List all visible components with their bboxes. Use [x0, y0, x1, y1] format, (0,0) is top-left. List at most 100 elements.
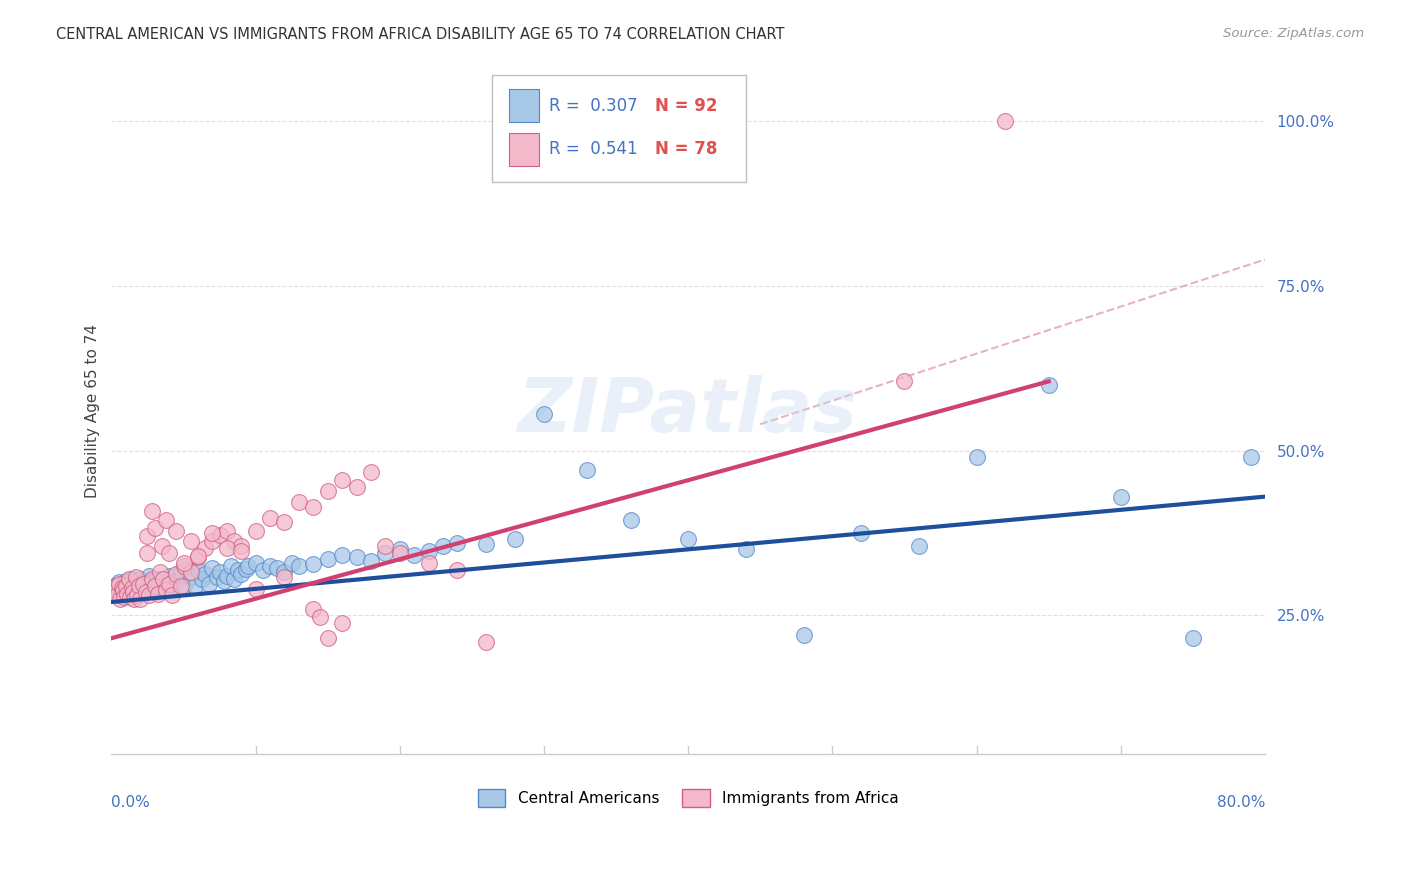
Point: [222, 534, 245, 549]
Point: [107, 576, 129, 591]
Point: [201, 525, 224, 540]
Point: [1038, 377, 1060, 392]
Point: [212, 574, 235, 588]
Point: [132, 575, 155, 590]
Point: [136, 529, 159, 543]
Bar: [509, 89, 540, 122]
Point: [111, 583, 134, 598]
Point: [302, 601, 325, 615]
Point: [238, 558, 260, 573]
Point: [215, 568, 238, 582]
Point: [226, 563, 249, 577]
Point: [120, 582, 142, 596]
Point: [111, 585, 134, 599]
Point: [273, 566, 295, 580]
Bar: [509, 133, 540, 166]
Point: [125, 576, 148, 591]
Point: [173, 578, 195, 592]
Point: [966, 450, 988, 464]
Point: [793, 628, 815, 642]
Point: [418, 556, 440, 570]
Point: [134, 581, 156, 595]
Point: [619, 513, 641, 527]
Point: [1239, 450, 1261, 464]
Point: [1181, 632, 1204, 646]
Point: [503, 533, 526, 547]
Point: [280, 556, 302, 570]
Point: [330, 473, 353, 487]
Point: [205, 570, 228, 584]
Point: [146, 581, 169, 595]
Point: [316, 632, 339, 646]
Point: [117, 583, 139, 598]
Point: [128, 578, 150, 592]
Point: [245, 524, 267, 538]
Point: [155, 583, 177, 598]
Point: [173, 556, 195, 570]
Point: [145, 572, 167, 586]
Y-axis label: Disability Age 65 to 74: Disability Age 65 to 74: [86, 324, 100, 498]
Point: [104, 578, 127, 592]
Point: [302, 500, 325, 514]
Point: [131, 583, 153, 598]
Point: [173, 558, 195, 573]
Point: [273, 570, 295, 584]
Point: [252, 563, 274, 577]
Point: [143, 585, 166, 599]
Point: [135, 585, 157, 599]
Point: [273, 515, 295, 529]
Point: [141, 574, 163, 588]
Point: [194, 541, 217, 555]
Point: [104, 581, 127, 595]
Point: [146, 587, 169, 601]
Text: ZIPatlas: ZIPatlas: [519, 375, 858, 448]
Text: CENTRAL AMERICAN VS IMMIGRANTS FROM AFRICA DISABILITY AGE 65 TO 74 CORRELATION C: CENTRAL AMERICAN VS IMMIGRANTS FROM AFRI…: [56, 27, 785, 42]
Point: [851, 525, 873, 540]
Point: [143, 578, 166, 592]
Point: [576, 463, 599, 477]
Point: [142, 578, 165, 592]
Point: [136, 576, 159, 591]
Point: [127, 586, 149, 600]
Point: [139, 582, 162, 596]
Point: [187, 549, 209, 563]
Point: [121, 572, 143, 586]
Point: [120, 590, 142, 604]
Point: [245, 582, 267, 596]
Point: [160, 589, 183, 603]
Point: [110, 581, 132, 595]
Point: [346, 480, 368, 494]
Point: [330, 548, 353, 562]
Point: [194, 567, 217, 582]
Point: [676, 533, 699, 547]
Point: [360, 554, 382, 568]
Point: [201, 534, 224, 549]
Point: [222, 572, 245, 586]
Point: [157, 546, 180, 560]
Point: [235, 562, 257, 576]
Point: [184, 578, 207, 592]
Point: [198, 576, 221, 591]
Point: [157, 568, 180, 582]
Point: [150, 572, 173, 586]
Point: [132, 576, 155, 591]
Point: [180, 566, 202, 580]
Point: [475, 634, 498, 648]
Point: [112, 590, 135, 604]
Point: [138, 568, 160, 582]
Point: [103, 585, 125, 599]
Point: [266, 561, 288, 575]
Point: [169, 566, 191, 580]
Point: [432, 539, 454, 553]
Point: [152, 572, 174, 586]
Point: [908, 539, 931, 553]
Point: [446, 535, 468, 549]
Point: [288, 495, 311, 509]
Point: [105, 589, 128, 603]
FancyBboxPatch shape: [492, 75, 745, 182]
Text: 0.0%: 0.0%: [111, 795, 150, 810]
Point: [231, 539, 253, 553]
Point: [231, 543, 253, 558]
Point: [201, 561, 224, 575]
Point: [1109, 490, 1132, 504]
